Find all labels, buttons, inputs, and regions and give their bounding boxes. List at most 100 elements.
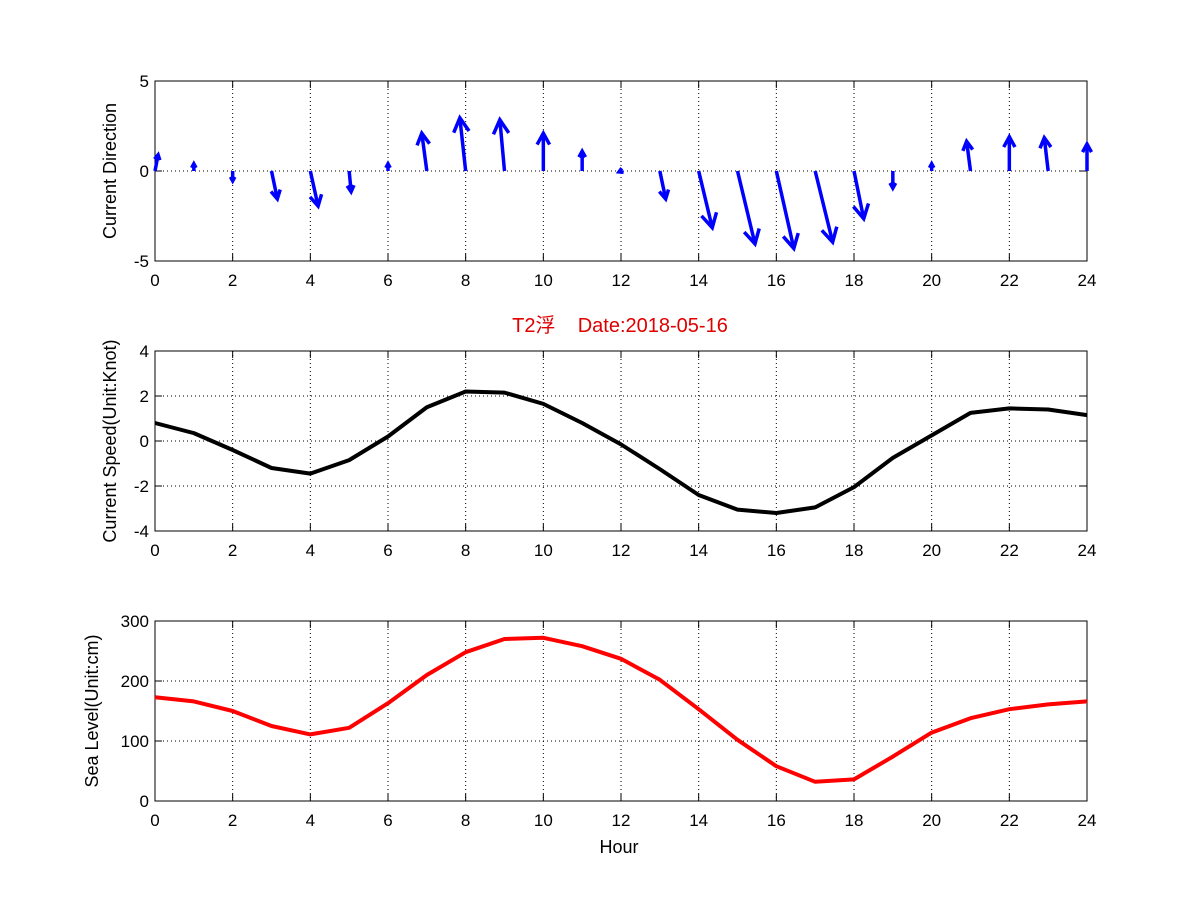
quiver-arrow <box>190 160 198 171</box>
quiver-arrow <box>888 171 898 192</box>
x-tick-label: 18 <box>845 271 864 290</box>
x-tick-label: 20 <box>922 811 941 830</box>
arrow-shaft <box>696 170 714 229</box>
x-tick-label: 6 <box>383 541 392 560</box>
quiver-arrow <box>774 170 800 252</box>
arrow-shaft <box>813 170 835 243</box>
arrow-head <box>888 182 898 192</box>
quiver-arrow <box>384 160 392 171</box>
arrow-shaft <box>735 170 757 245</box>
y-axis-label: Current Speed(Unit:Knot) <box>100 339 120 542</box>
x-tick-label: 16 <box>767 271 786 290</box>
x-tick-label: 0 <box>150 541 159 560</box>
chart-title: T2浮 Date:2018-05-16 <box>512 314 728 337</box>
x-tick-label: 22 <box>1000 811 1019 830</box>
x-tick-label: 4 <box>306 811 315 830</box>
y-tick-label: -5 <box>134 252 149 271</box>
arrow-shaft <box>658 170 668 200</box>
arrow-head <box>742 228 761 248</box>
arrow-head <box>452 114 471 134</box>
x-tick-label: 18 <box>845 541 864 560</box>
x-tick-label: 8 <box>461 811 470 830</box>
arrow-head <box>657 189 671 203</box>
quiver-arrow <box>1081 140 1093 171</box>
x-tick-label: 2 <box>228 811 237 830</box>
arrow-head <box>491 116 511 136</box>
series-line <box>154 389 1088 515</box>
y-axis-label: Current Direction <box>100 103 120 239</box>
arrow-head <box>535 129 552 146</box>
arrow-head <box>415 129 431 147</box>
y-tick-label: -4 <box>134 522 149 541</box>
quiver-arrow <box>1002 133 1017 171</box>
y-tick-label: 300 <box>121 612 149 631</box>
x-tick-label: 10 <box>534 541 553 560</box>
quiver-arrow <box>269 170 282 203</box>
x-tick-label: 20 <box>922 541 941 560</box>
quiver-arrow <box>535 129 552 171</box>
x-tick-label: 12 <box>612 541 631 560</box>
quiver-arrow <box>852 170 871 223</box>
x-tick-label: 6 <box>383 271 392 290</box>
arrow-shaft <box>498 119 507 172</box>
arrow-head <box>308 193 324 210</box>
y-tick-label: 0 <box>140 792 149 811</box>
x-tick-label: 10 <box>534 271 553 290</box>
x-tick-label: 14 <box>689 811 708 830</box>
y-tick-label: 5 <box>140 72 149 91</box>
x-tick-label: 12 <box>612 811 631 830</box>
arrow-head <box>852 202 871 223</box>
x-tick-label: 14 <box>689 541 708 560</box>
x-tick-label: 4 <box>306 541 315 560</box>
arrow-head <box>190 160 198 169</box>
arrow-shaft <box>269 170 280 200</box>
y-tick-label: 2 <box>140 387 149 406</box>
y-tick-label: 200 <box>121 672 149 691</box>
arrow-shaft <box>774 170 796 249</box>
arrow-head <box>820 226 839 246</box>
y-tick-label: 0 <box>140 162 149 181</box>
x-tick-label: 8 <box>461 541 470 560</box>
x-tick-label: 20 <box>922 271 941 290</box>
arrow-head <box>384 160 392 169</box>
arrow-head <box>700 211 719 232</box>
arrow-head <box>269 189 282 203</box>
arrow-shaft <box>852 170 866 220</box>
quiver-arrow <box>615 167 624 174</box>
quiver-arrow <box>1038 134 1053 172</box>
x-tick-label: 0 <box>150 811 159 830</box>
quiver-arrow <box>228 171 237 185</box>
arrow-shaft <box>308 170 320 207</box>
x-tick-label: 6 <box>383 811 392 830</box>
quiver-arrow <box>153 151 162 172</box>
arrow-shaft <box>1042 137 1050 172</box>
x-tick-label: 2 <box>228 541 237 560</box>
arrow-head <box>345 184 356 196</box>
quiver-arrow <box>345 170 356 196</box>
y-tick-label: -2 <box>134 477 149 496</box>
x-axis-label: Hour <box>599 837 638 857</box>
arrow-head <box>1002 133 1017 148</box>
quiver-arrow <box>308 170 324 210</box>
x-tick-label: 24 <box>1078 271 1097 290</box>
x-tick-label: 12 <box>612 271 631 290</box>
y-tick-label: 0 <box>140 432 149 451</box>
quiver-arrow <box>491 116 511 172</box>
x-tick-label: 22 <box>1000 271 1019 290</box>
y-axis-label: Sea Level(Unit:cm) <box>82 634 102 787</box>
arrow-head <box>1081 140 1093 153</box>
x-tick-label: 22 <box>1000 541 1019 560</box>
arrow-shaft <box>420 132 429 172</box>
quiver-arrow <box>735 170 761 248</box>
arrow-shaft <box>458 117 468 172</box>
arrow-head <box>228 176 237 185</box>
arrow-head <box>961 137 975 152</box>
quiver-arrow <box>415 129 431 172</box>
x-tick-label: 24 <box>1078 811 1097 830</box>
quiver-arrow <box>696 170 719 232</box>
x-tick-label: 8 <box>461 271 470 290</box>
x-tick-label: 18 <box>845 811 864 830</box>
